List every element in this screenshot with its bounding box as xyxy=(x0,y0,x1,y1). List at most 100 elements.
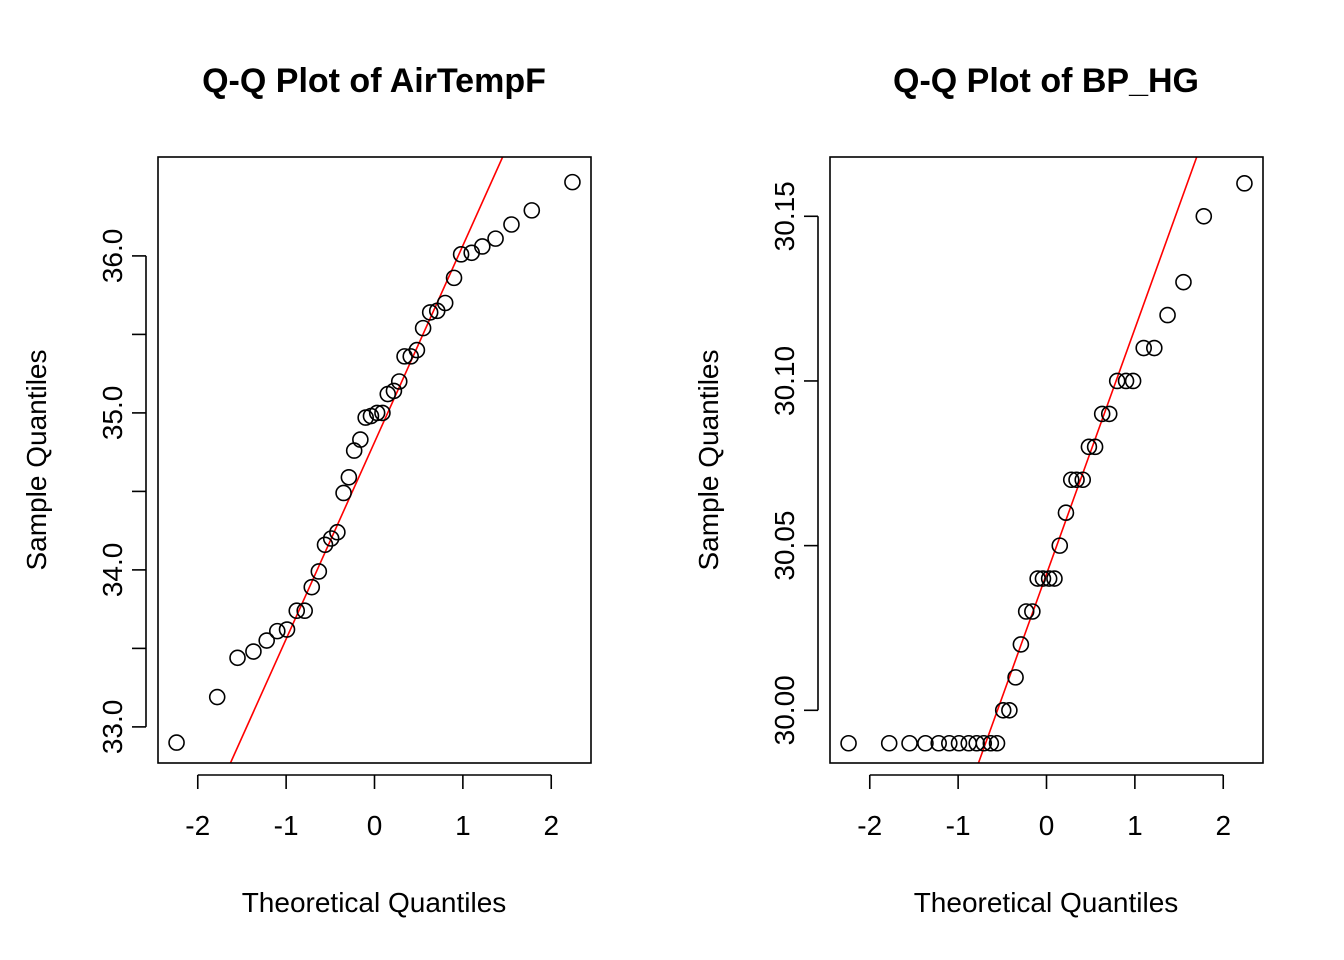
x-tick-label: -1 xyxy=(946,810,971,841)
x-tick-label: -1 xyxy=(274,810,299,841)
data-point xyxy=(917,734,934,752)
data-point xyxy=(474,238,491,255)
data-point xyxy=(402,348,420,365)
data-point xyxy=(1093,405,1111,423)
data-point xyxy=(968,734,985,752)
data-point xyxy=(452,246,470,263)
y-axis-label: Sample Quantiles xyxy=(21,349,52,570)
data-point xyxy=(1007,669,1024,686)
data-point xyxy=(316,536,334,554)
data-point xyxy=(1034,570,1052,587)
data-point xyxy=(278,621,296,638)
reference-line xyxy=(977,157,1198,763)
y-tick-label: 36.0 xyxy=(97,229,128,284)
data-point xyxy=(408,341,426,359)
data-point xyxy=(390,373,408,390)
x-axis-label: Theoretical Quantiles xyxy=(914,887,1179,918)
data-point xyxy=(994,702,1012,719)
data-point xyxy=(1017,603,1035,620)
y-axis-label: Sample Quantiles xyxy=(693,349,724,570)
data-point xyxy=(1024,603,1041,620)
data-point xyxy=(487,230,504,247)
data-point xyxy=(1001,702,1018,719)
data-point xyxy=(268,622,286,640)
data-point xyxy=(1068,471,1085,489)
data-point xyxy=(1086,438,1104,456)
data-point xyxy=(1040,570,1058,587)
data-point xyxy=(288,602,306,620)
data-point xyxy=(840,734,857,752)
chart-title: Q-Q Plot of AirTempF xyxy=(202,62,546,100)
data-point xyxy=(303,578,321,596)
data-point xyxy=(352,431,369,448)
plot-frame xyxy=(829,156,1264,764)
x-tick-label: 2 xyxy=(543,810,559,841)
data-point xyxy=(1051,537,1069,554)
chart-title: Q-Q Plot of BP_HG xyxy=(893,62,1199,100)
x-tick-label: -2 xyxy=(857,810,882,841)
plot-area: -2 -1 0 1 2 30.00 30.05 30.10 30.15 xyxy=(769,156,1264,841)
data-point xyxy=(1108,372,1126,390)
x-tick-label: -2 xyxy=(185,810,210,841)
data-point xyxy=(368,404,386,422)
y-tick-label: 33.0 xyxy=(97,700,128,755)
y-tick-label: 30.05 xyxy=(769,511,800,581)
plot-area: -2 -1 0 1 2 33.0 34.0 35.0 36.0 xyxy=(97,156,592,841)
y-tick-label: 30.00 xyxy=(769,675,800,745)
data-point xyxy=(208,688,226,706)
x-tick-label: 1 xyxy=(1127,810,1143,841)
data-point xyxy=(1159,306,1176,324)
data-point xyxy=(975,734,993,752)
data-point xyxy=(385,382,403,400)
data-point xyxy=(1074,471,1092,489)
data-point xyxy=(414,319,432,337)
data-point xyxy=(1135,339,1153,357)
y-tick-label: 35.0 xyxy=(97,386,128,441)
data-point xyxy=(335,484,352,502)
data-point xyxy=(322,530,340,547)
x-tick-label: 0 xyxy=(367,810,383,841)
x-tick-label: 0 xyxy=(1039,810,1055,841)
data-point xyxy=(1057,504,1075,521)
plot-frame xyxy=(157,156,592,764)
data-point xyxy=(1080,438,1098,456)
reference-line xyxy=(229,157,504,763)
data-point xyxy=(1124,372,1142,390)
data-point xyxy=(1175,273,1192,291)
data-point xyxy=(421,304,439,321)
data-point xyxy=(1029,570,1046,587)
data-point xyxy=(229,649,246,667)
qq-plot-bp-hg: Q-Q Plot of BP_HG Theoretical Quantiles … xyxy=(693,62,1264,918)
data-point xyxy=(940,734,958,752)
data-point xyxy=(296,602,313,620)
x-tick-label: 1 xyxy=(455,810,471,841)
data-point xyxy=(245,643,262,660)
data-point xyxy=(445,269,463,287)
data-point xyxy=(1195,207,1213,225)
data-point xyxy=(1046,570,1063,587)
data-point xyxy=(930,734,947,752)
data-point xyxy=(1146,339,1163,357)
x-tick-label: 2 xyxy=(1215,810,1231,841)
y-tick-label: 30.15 xyxy=(769,181,800,251)
data-point xyxy=(1117,372,1135,390)
x-axis-label: Theoretical Quantiles xyxy=(242,887,507,918)
data-point xyxy=(564,173,581,191)
data-point xyxy=(901,734,918,752)
qq-plot-airtempf: Q-Q Plot of AirTempF Theoretical Quantil… xyxy=(21,62,592,918)
data-point xyxy=(310,563,328,580)
data-point xyxy=(1012,636,1030,653)
data-point xyxy=(168,734,185,751)
data-point xyxy=(1100,405,1118,423)
data-point xyxy=(340,468,358,486)
data-point xyxy=(374,404,391,422)
data-point xyxy=(523,202,541,219)
y-tick-label: 30.10 xyxy=(769,346,800,416)
data-point xyxy=(258,632,275,649)
data-point xyxy=(982,734,1000,752)
data-point xyxy=(1062,471,1080,489)
data-point xyxy=(329,523,346,541)
data-point xyxy=(880,734,898,752)
